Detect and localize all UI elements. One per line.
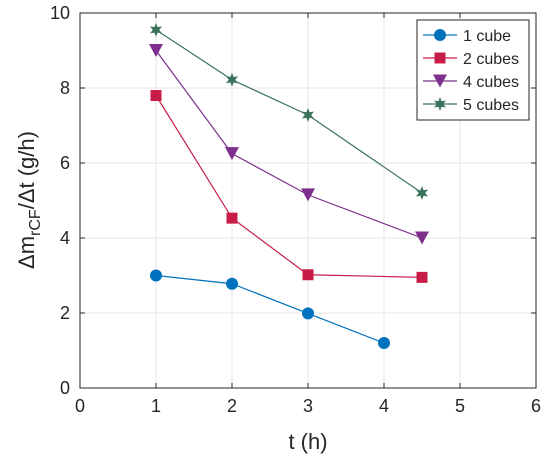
legend-item: 4 cubes [423, 74, 519, 91]
data-point [226, 212, 238, 224]
x-tick-label: 6 [531, 396, 541, 416]
axes: 0 1 2 3 4 5 6 0 2 4 6 8 10 [50, 3, 541, 416]
data-point [150, 269, 162, 282]
series-2 [150, 90, 428, 283]
data-point [416, 271, 428, 283]
data-point [302, 269, 314, 281]
x-tick-label: 1 [151, 396, 161, 416]
series-line [155, 50, 423, 239]
legend: 1 cube 2 cubes 4 cubes 5 cubes [416, 19, 530, 121]
series-4 [149, 22, 429, 200]
y-tick-label: 10 [50, 3, 70, 23]
data-point [301, 108, 315, 122]
legend-marker [433, 74, 447, 88]
legend-label: 2 cubes [463, 51, 519, 68]
data-point [225, 147, 239, 161]
series-1 [150, 269, 390, 349]
y-axis-label-subscript: rCF [27, 209, 44, 236]
legend-label: 5 cubes [463, 97, 519, 114]
series-line [155, 95, 423, 278]
x-tick-label: 3 [303, 396, 313, 416]
x-tick-label: 5 [455, 396, 465, 416]
data-point [415, 186, 429, 200]
y-tick-label: 4 [60, 228, 70, 248]
legend-item: 5 cubes [423, 97, 519, 114]
data-point [150, 90, 162, 101]
legend-item: 1 cube [423, 28, 511, 45]
y-axis-label-suffix: /Δt (g/h) [14, 131, 39, 209]
legend-marker [434, 52, 446, 64]
series-line [155, 274, 385, 344]
series-3 [149, 44, 429, 245]
y-tick-label: 8 [60, 78, 70, 98]
legend-marker [434, 29, 446, 41]
y-tick-label: 6 [60, 153, 70, 173]
legend-marker [433, 97, 447, 111]
y-tick-label: 2 [60, 303, 70, 323]
x-tick-label: 2 [227, 396, 237, 416]
data-point [301, 188, 315, 202]
data-point [226, 277, 238, 290]
y-tick-label: 0 [60, 378, 70, 398]
x-tick-label: 4 [379, 396, 389, 416]
legend-label: 1 cube [463, 28, 511, 45]
legend-item: 2 cubes [423, 51, 519, 68]
y-axis-label: ΔmrCF/Δt (g/h) [14, 131, 44, 269]
x-tick-label: 0 [75, 396, 85, 416]
data-point [302, 307, 314, 320]
data-point [415, 231, 429, 245]
y-axis-label-prefix: Δm [14, 236, 39, 269]
data-point [378, 337, 390, 349]
series-layer [149, 22, 429, 349]
data-point [149, 44, 163, 57]
series-line [155, 29, 423, 194]
data-point [225, 72, 239, 87]
x-axis-label: t (h) [288, 429, 327, 454]
legend-label: 4 cubes [463, 74, 519, 91]
data-point [149, 22, 163, 37]
